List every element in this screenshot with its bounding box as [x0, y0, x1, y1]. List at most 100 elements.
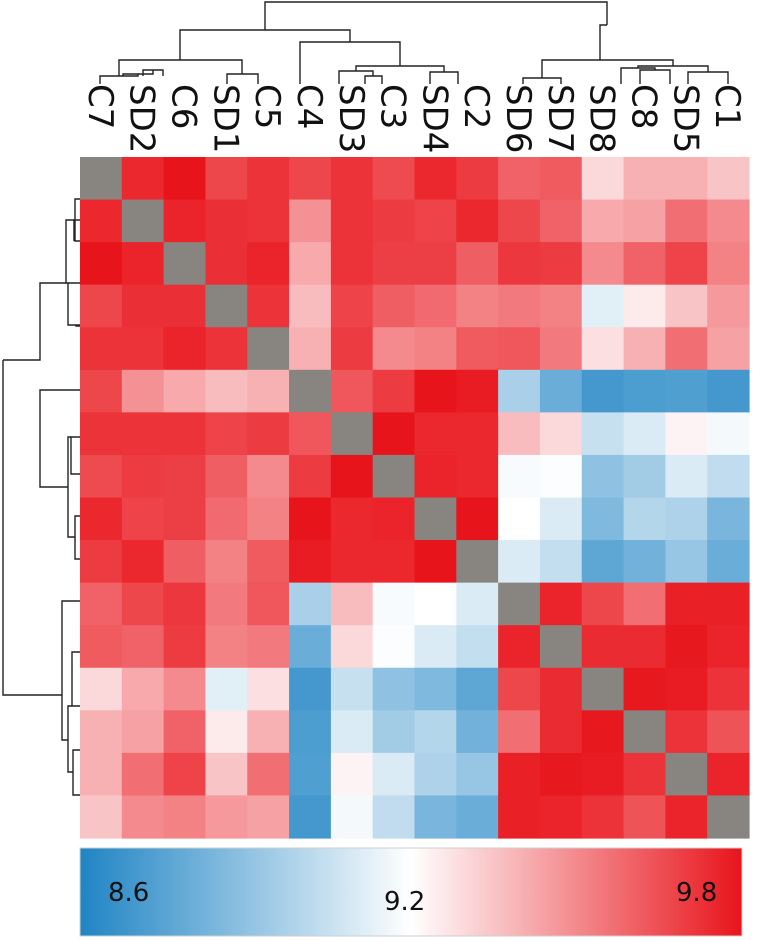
heatmap-cell-c5-c1: [707, 327, 750, 371]
heatmap-cell-c8-sd8: [581, 710, 625, 754]
heatmap-cell-c4-c7: [80, 369, 123, 413]
heatmap-cell-sd3-sd1: [205, 412, 248, 456]
heatmap-cell-sd7-c8: [623, 625, 666, 669]
heatmap-cell-c2-sd5: [665, 540, 708, 584]
heatmap-cell-sd4-c7: [80, 497, 123, 541]
heatmap-cell-c5-c2: [456, 327, 499, 371]
heatmap-cell-c3-c6: [163, 454, 207, 499]
heatmap-cell-sd5-sd1: [205, 752, 248, 797]
heatmap-cell-sd2-c3: [372, 199, 416, 243]
heatmap-cell-sd7-sd4: [414, 625, 457, 669]
heatmap-cell-c6-c8: [623, 242, 666, 286]
heatmap-cell-c6-c7: [80, 242, 123, 286]
heatmap-cell-sd2-sd1: [205, 199, 248, 243]
column-label-c8: C8: [624, 84, 664, 129]
heatmap-cell-sd7-c4: [289, 625, 332, 669]
heatmap-cell-c4-sd4: [414, 369, 457, 413]
column-labels: C7 SD2 C6 SD1 C5 C4 SD3 C3 SD4 C2 SD6 SD7 SD8 C8 SD5 C1: [80, 84, 747, 153]
heatmap-cell-c5-sd1: [205, 327, 248, 371]
heatmap-cell-sd4-c1: [707, 497, 750, 541]
heatmap-cell-sd7-c5: [247, 625, 290, 669]
heatmap-cell-sd3-sd2: [121, 412, 165, 456]
heatmap-cell-sd8-sd2: [121, 667, 165, 711]
heatmap-cell-c4-c2: [456, 369, 499, 413]
heatmap-cell-c3-c5: [247, 454, 290, 499]
heatmap-cell-c8-c6: [163, 710, 207, 754]
heatmap-cell-sd7-c3: [372, 625, 416, 669]
heatmap-cell-sd4-sd4: [414, 497, 457, 541]
column-label-c3: C3: [373, 84, 413, 129]
heatmap-cell-sd8-sd7: [539, 667, 583, 711]
heatmap-cell-c3-sd7: [539, 454, 583, 499]
heatmap-cell-sd3-c2: [456, 412, 499, 456]
heatmap-cell-c7-c7: [80, 157, 123, 201]
heatmap-cell-c2-c8: [623, 540, 666, 584]
heatmap-cell-sd8-sd3: [330, 667, 374, 711]
heatmap-cell-sd4-sd1: [205, 497, 248, 541]
column-label-c4: C4: [289, 84, 329, 129]
heatmap-cell-sd2-c4: [289, 199, 332, 243]
heatmap-cell-c1-c3: [372, 795, 416, 839]
colorbar-label-max: 9.8: [676, 878, 717, 908]
heatmap-cell-sd3-c7: [80, 412, 123, 456]
heatmap-cell-sd1-c8: [623, 284, 666, 328]
heatmap-cell-sd4-c3: [372, 497, 416, 541]
heatmap-cell-c5-sd5: [665, 327, 708, 371]
heatmap-cell-c8-sd3: [330, 710, 374, 754]
heatmap-cell-sd1-sd3: [330, 284, 374, 328]
heatmap-cell-c3-c2: [456, 454, 499, 499]
heatmap-cell-sd4-c2: [456, 497, 499, 541]
heatmap-cell-c4-c1: [707, 369, 750, 413]
heatmap-cell-sd2-sd6: [498, 199, 541, 243]
heatmap-cell-sd6-sd6: [498, 582, 541, 626]
heatmap-cell-c4-sd6: [498, 369, 541, 413]
heatmap-cell-sd6-sd4: [414, 582, 457, 626]
heatmap-cell-sd2-c5: [247, 199, 290, 243]
heatmap-cell-c1-sd3: [330, 795, 374, 839]
heatmap-cell-sd2-c6: [163, 199, 207, 243]
heatmap-cell-sd4-sd5: [665, 497, 708, 541]
heatmap-cell-sd8-sd5: [665, 667, 708, 711]
heatmap-cell-sd7-sd5: [665, 625, 708, 669]
colorbar-label-mid: 9.2: [384, 887, 425, 917]
heatmap-cell-c8-sd7: [539, 710, 583, 754]
heatmap-cell-c8-sd6: [498, 710, 541, 754]
column-label-c1: C1: [707, 84, 747, 129]
heatmap-cell-c7-c1: [707, 157, 750, 201]
heatmap-cell-c7-sd2: [121, 157, 165, 201]
heatmap-cell-c4-c8: [623, 369, 666, 413]
heatmap-cell-sd2-sd8: [581, 199, 625, 243]
heatmap-cell-c1-c7: [80, 795, 123, 839]
heatmap-cell-c6-c5: [247, 242, 290, 286]
heatmap-cell-sd5-c1: [707, 752, 750, 797]
heatmap-cell-sd7-sd2: [121, 625, 165, 669]
heatmap-cell-sd8-c3: [372, 667, 416, 711]
heatmap-cell-c6-c1: [707, 242, 750, 286]
heatmap-cell-sd3-sd5: [665, 412, 708, 456]
heatmap-cell-sd1-c1: [707, 284, 750, 328]
heatmap-cell-sd4-sd7: [539, 497, 583, 541]
heatmap-cell-sd4-c5: [247, 497, 290, 541]
column-label-c2: C2: [456, 84, 496, 129]
heatmap-cell-c7-c6: [163, 157, 207, 201]
heatmap-cell-c3-sd3: [330, 454, 374, 499]
heatmap-cell-c1-sd2: [121, 795, 165, 839]
heatmap-cell-sd7-c1: [707, 625, 750, 669]
heatmap-cell-c6-sd2: [121, 242, 165, 286]
heatmap-cell-c2-sd8: [581, 540, 625, 584]
heatmap-cell-sd4-c8: [623, 497, 666, 541]
heatmap-cell-c5-c7: [80, 327, 123, 371]
heatmap-cell-c6-sd7: [539, 242, 583, 286]
heatmap-cell-sd6-sd3: [330, 582, 374, 626]
column-label-sd2: SD2: [122, 84, 162, 153]
heatmap-cell-sd3-sd7: [539, 412, 583, 456]
heatmap-cell-c6-sd3: [330, 242, 374, 286]
column-label-sd3: SD3: [331, 84, 371, 153]
heatmap-cell-c3-sd8: [581, 454, 625, 499]
heatmap-cell-sd3-sd4: [414, 412, 457, 456]
heatmap-cell-c5-c8: [623, 327, 666, 371]
heatmap-cell-sd8-c7: [80, 667, 123, 711]
heatmap-cell-c4-sd7: [539, 369, 583, 413]
heatmap-cell-sd8-c6: [163, 667, 207, 711]
